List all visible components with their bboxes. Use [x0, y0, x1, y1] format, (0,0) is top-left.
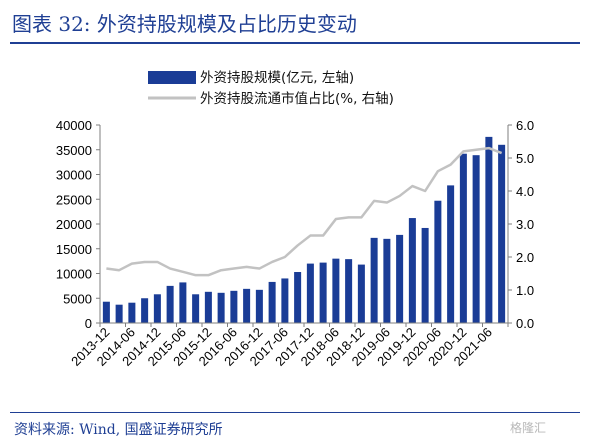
right-tick-label: 5.0	[516, 151, 534, 166]
left-tick-label: 40000	[56, 118, 92, 133]
left-tick-label: 15000	[56, 242, 92, 257]
bar	[128, 302, 136, 323]
left-tick-label: 35000	[56, 143, 92, 158]
bar	[421, 227, 429, 323]
bar	[204, 291, 212, 323]
left-tick-label: 5000	[63, 291, 92, 306]
bar	[383, 238, 391, 323]
bar	[408, 218, 416, 323]
bar	[472, 155, 480, 323]
right-tick-label: 0.0	[516, 316, 534, 331]
chart-title: 图表 32: 外资持股规模及占比历史变动	[12, 12, 357, 36]
bar	[332, 258, 340, 323]
bar	[255, 289, 263, 323]
bar	[141, 298, 149, 323]
chart: 0 5000 10000 15000 20000 25000 30000 35000 40000…	[56, 70, 534, 369]
bar	[179, 282, 187, 323]
bar	[459, 153, 467, 323]
right-tick-label: 1.0	[516, 283, 534, 298]
bar	[345, 259, 353, 323]
bar	[498, 144, 506, 323]
bar	[115, 304, 123, 323]
left-tick-label: 10000	[56, 267, 92, 282]
bar	[281, 278, 289, 323]
left-tick-label: 20000	[56, 217, 92, 232]
bar	[166, 285, 174, 324]
bar	[230, 290, 238, 323]
legend-bar-label: 外资持股规模(亿元, 左轴)	[200, 70, 354, 86]
bar	[306, 263, 314, 323]
bar	[319, 262, 327, 323]
bar	[192, 294, 200, 323]
bar	[447, 185, 455, 323]
right-tick-label: 2.0	[516, 250, 534, 265]
bar	[370, 237, 378, 323]
bar	[153, 294, 161, 323]
right-tick-label: 3.0	[516, 217, 534, 232]
bar	[434, 200, 442, 323]
share-line	[106, 146, 503, 277]
bar	[294, 272, 302, 323]
right-tick-label: 6.0	[516, 118, 534, 133]
legend-bar-swatch	[148, 71, 196, 84]
left-tick-label: 25000	[56, 192, 92, 207]
bar	[357, 264, 365, 323]
bar	[243, 288, 251, 323]
title-divider	[10, 42, 580, 44]
bar	[217, 292, 225, 323]
source-divider	[10, 412, 580, 413]
bar	[268, 281, 276, 323]
legend-line-label: 外资持股流通市值占比(%, 右轴)	[200, 90, 394, 107]
left-tick-label: 0	[85, 316, 92, 331]
bar	[396, 234, 404, 323]
bar	[102, 301, 110, 323]
source-note: 资料来源: Wind, 国盛证券研究所	[14, 422, 223, 438]
left-tick-label: 30000	[56, 168, 92, 183]
right-tick-label: 4.0	[516, 184, 534, 199]
bar	[485, 136, 493, 323]
watermark-logo: 格隆汇	[510, 421, 547, 435]
